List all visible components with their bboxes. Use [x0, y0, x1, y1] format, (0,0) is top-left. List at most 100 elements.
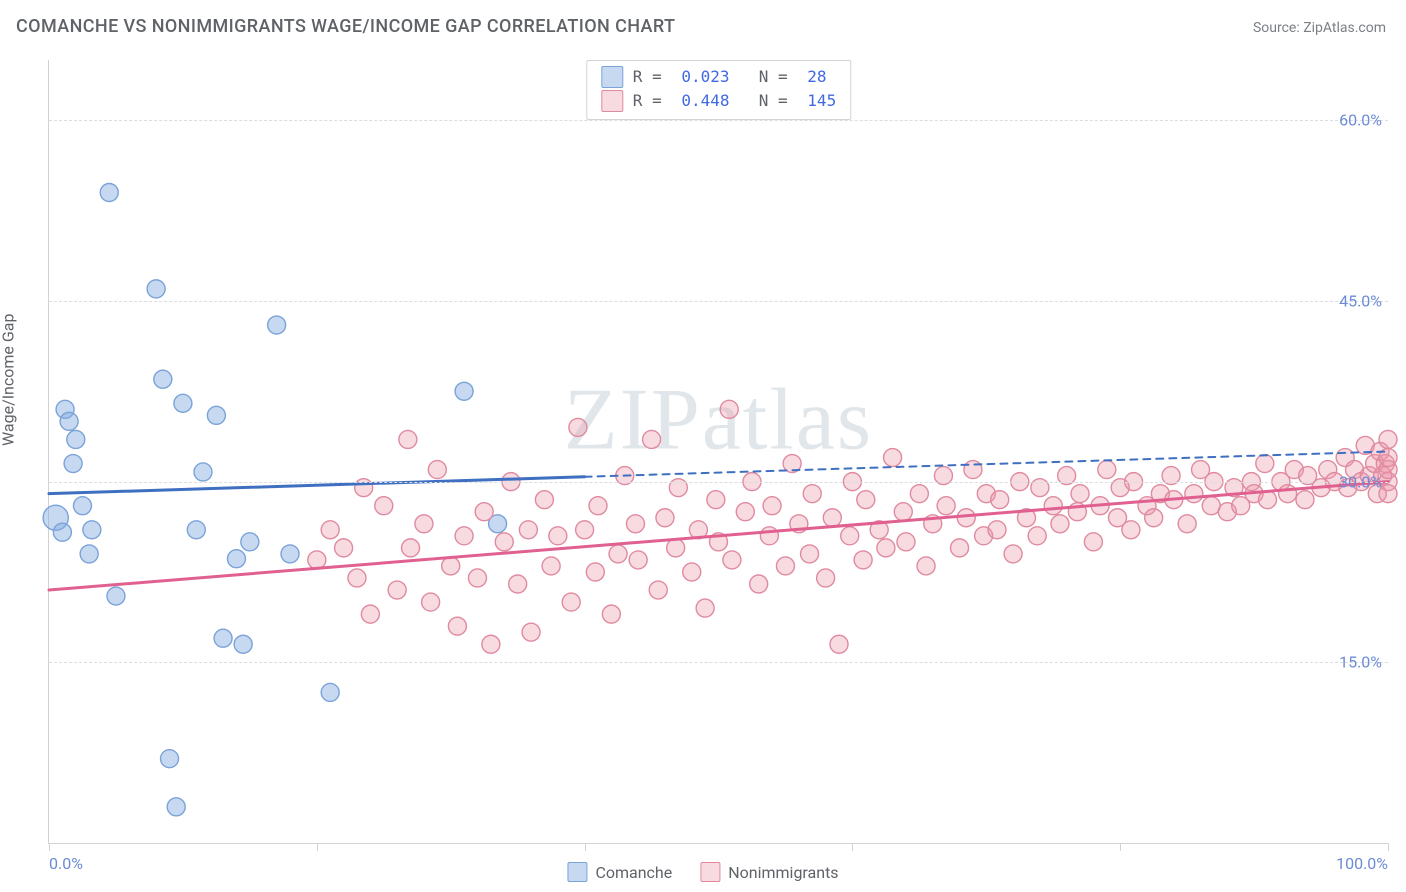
- x-axis-max-label: 100.0%: [1336, 854, 1388, 873]
- data-point: [375, 497, 393, 515]
- data-point: [268, 316, 286, 334]
- data-point: [586, 563, 604, 581]
- data-point: [1379, 430, 1397, 448]
- data-point: [1098, 461, 1116, 479]
- data-point: [1084, 533, 1102, 551]
- data-point: [448, 617, 466, 635]
- data-point: [67, 430, 85, 448]
- legend-label-comanche: Comanche: [595, 863, 672, 882]
- legend-r-label: R =: [633, 65, 672, 89]
- data-point: [402, 539, 420, 557]
- data-point: [1071, 485, 1089, 503]
- data-point: [348, 569, 366, 587]
- data-point: [174, 394, 192, 412]
- x-tick: [852, 843, 853, 851]
- legend-correlation-box: R = 0.023 N = 28 R = 0.448 N = 145: [586, 60, 851, 120]
- data-point: [542, 557, 560, 575]
- source-attribution: Source: ZipAtlas.com: [1253, 20, 1386, 36]
- data-point: [335, 539, 353, 557]
- data-point: [884, 449, 902, 467]
- legend-n-label: N =: [740, 65, 798, 89]
- x-tick: [1120, 843, 1121, 851]
- data-point: [549, 527, 567, 545]
- chart-container: COMANCHE VS NONIMMIGRANTS WAGE/INCOME GA…: [0, 0, 1406, 892]
- data-point: [763, 497, 781, 515]
- data-point: [422, 593, 440, 611]
- data-point: [468, 569, 486, 587]
- data-point: [649, 581, 667, 599]
- data-point: [877, 539, 895, 557]
- x-tick: [49, 843, 50, 851]
- data-point: [602, 605, 620, 623]
- legend-r-label: R =: [633, 89, 672, 113]
- data-point: [388, 581, 406, 599]
- data-point: [801, 545, 819, 563]
- scatter-svg: [49, 60, 1388, 843]
- data-point: [569, 418, 587, 436]
- data-point: [321, 683, 339, 701]
- data-point: [823, 509, 841, 527]
- data-point: [64, 455, 82, 473]
- data-point: [1202, 497, 1220, 515]
- data-point: [1028, 527, 1046, 545]
- data-point: [951, 539, 969, 557]
- data-point: [522, 623, 540, 641]
- data-point: [53, 523, 71, 541]
- y-tick-label: 15.0%: [1339, 653, 1382, 672]
- legend-n-label: N =: [740, 89, 798, 113]
- data-point: [857, 491, 875, 509]
- data-point: [750, 575, 768, 593]
- data-point: [736, 503, 754, 521]
- data-point: [161, 750, 179, 768]
- y-tick-label: 45.0%: [1339, 291, 1382, 310]
- legend-series: Comanche Nonimmigrants: [567, 862, 838, 882]
- data-point: [626, 515, 644, 533]
- legend-swatch-comanche: [601, 66, 623, 88]
- data-point: [917, 557, 935, 575]
- x-tick: [585, 843, 586, 851]
- data-point: [535, 491, 553, 509]
- data-point: [321, 521, 339, 539]
- data-point: [696, 599, 714, 617]
- data-point: [167, 798, 185, 816]
- data-point: [1256, 455, 1274, 473]
- data-point: [187, 521, 205, 539]
- data-point: [776, 557, 794, 575]
- x-axis-min-label: 0.0%: [49, 854, 83, 873]
- data-point: [1178, 515, 1196, 533]
- data-point: [60, 412, 78, 430]
- data-point: [830, 635, 848, 653]
- data-point: [519, 521, 537, 539]
- data-point: [100, 184, 118, 202]
- data-point: [894, 503, 912, 521]
- data-point: [147, 280, 165, 298]
- legend-row-comanche: R = 0.023 N = 28: [601, 65, 836, 89]
- legend-n-value-comanche: 28: [807, 65, 826, 89]
- data-point: [234, 635, 252, 653]
- chart-title: COMANCHE VS NONIMMIGRANTS WAGE/INCOME GA…: [16, 16, 675, 37]
- legend-r-value-comanche: 0.023: [681, 65, 729, 89]
- data-point: [1122, 521, 1140, 539]
- source-name: ZipAtlas.com: [1303, 20, 1386, 36]
- data-point: [475, 503, 493, 521]
- data-point: [760, 527, 778, 545]
- gridline: [49, 482, 1388, 483]
- legend-label-nonimmigrants: Nonimmigrants: [728, 863, 838, 882]
- data-point: [442, 557, 460, 575]
- data-point: [964, 461, 982, 479]
- data-point: [720, 400, 738, 418]
- data-point: [656, 509, 674, 527]
- data-point: [1145, 509, 1163, 527]
- plot-area: ZIPatlas R = 0.023 N = 28 R = 0.448 N = …: [48, 60, 1388, 844]
- data-point: [194, 463, 212, 481]
- legend-item-comanche: Comanche: [567, 862, 672, 882]
- data-point: [723, 551, 741, 569]
- data-point: [428, 461, 446, 479]
- data-point: [80, 545, 98, 563]
- data-point: [629, 551, 647, 569]
- data-point: [897, 533, 915, 551]
- y-tick-label: 30.0%: [1339, 472, 1382, 491]
- data-point: [589, 497, 607, 515]
- data-point: [73, 497, 91, 515]
- gridline: [49, 301, 1388, 302]
